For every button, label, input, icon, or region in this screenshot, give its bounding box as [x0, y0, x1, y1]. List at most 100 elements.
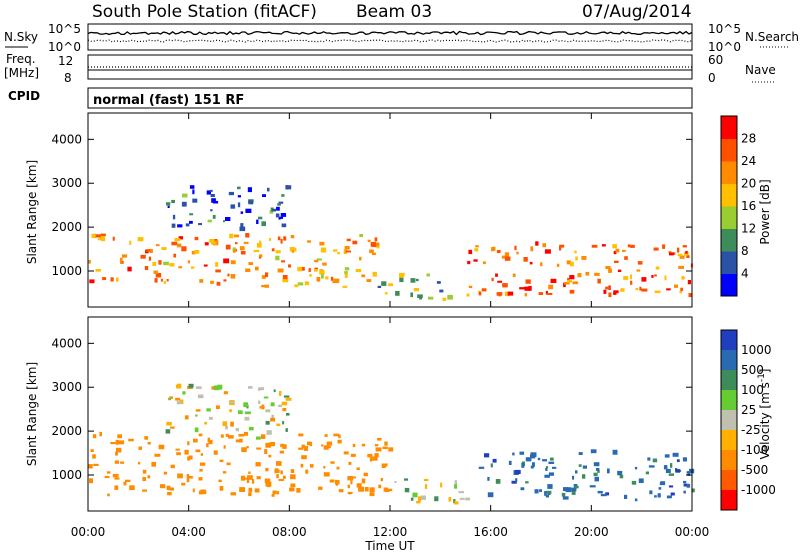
- scatter-cell: [193, 438, 198, 443]
- scatter-cell: [623, 276, 629, 280]
- scatter-cell: [114, 485, 119, 490]
- scatter-cell: [261, 221, 266, 227]
- scatter-cell: [268, 238, 272, 241]
- scatter-cell: [258, 255, 262, 259]
- scatter-cell: [540, 262, 543, 267]
- scatter-cell: [283, 395, 290, 398]
- scatter-cell: [117, 434, 122, 439]
- scatter-cell: [277, 268, 284, 273]
- scatter-cell: [566, 260, 571, 265]
- scatter-cell: [285, 428, 288, 432]
- scatter-cell: [270, 417, 276, 422]
- scatter-cell: [528, 285, 532, 291]
- scatter-cell: [590, 449, 597, 454]
- scatter-cell: [478, 466, 485, 469]
- velocity-colorbar: 1000 500 100 25 -25 -100 -500 -1000: [720, 329, 776, 511]
- scatter-cell: [571, 490, 576, 495]
- scatter-cell: [218, 479, 222, 483]
- scatter-cell: [372, 271, 377, 277]
- scatter-cell: [290, 235, 295, 239]
- scatter-cell: [636, 269, 641, 272]
- scatter-cell: [175, 448, 180, 451]
- scatter-cell: [307, 441, 312, 446]
- scatter-cell: [264, 478, 271, 483]
- scatter-cell: [187, 260, 191, 264]
- scatter-cell: [686, 484, 691, 488]
- scatter-cell: [683, 483, 689, 487]
- scatter-cell: [687, 280, 691, 285]
- scatter-cell: [129, 240, 132, 245]
- scatter-cell: [318, 486, 323, 490]
- scatter-cell: [582, 474, 586, 479]
- scatter-cell: [278, 201, 284, 204]
- scatter-cell: [112, 473, 119, 478]
- colorbar-segment: [721, 273, 737, 297]
- scatter-cell: [256, 219, 259, 224]
- scatter-cell: [344, 245, 350, 250]
- scatter-cell: [589, 485, 596, 488]
- scatter-cell: [120, 461, 125, 464]
- scatter-cell: [229, 409, 232, 413]
- scatter-cell: [223, 391, 228, 395]
- scatter-cell: [666, 495, 672, 499]
- scatter-cell: [230, 421, 234, 427]
- scatter-cell: [367, 239, 371, 242]
- scatter-cell: [248, 426, 254, 431]
- scatter-cell: [275, 213, 280, 218]
- scatter-cell: [271, 208, 276, 212]
- scatter-cell: [495, 479, 501, 484]
- scatter-cell: [244, 416, 250, 421]
- scatter-cell: [88, 260, 91, 264]
- scatter-cell: [248, 471, 251, 474]
- scatter-cell: [346, 238, 351, 242]
- scatter-cell: [184, 415, 189, 420]
- scatter-cell: [169, 263, 175, 267]
- scatter-cell: [277, 203, 281, 206]
- scatter-cell: [496, 250, 501, 254]
- scatter-cell: [343, 451, 349, 455]
- scatter-cell: [161, 247, 167, 250]
- scatter-cell: [337, 252, 340, 255]
- scatter-cell: [185, 223, 190, 227]
- scatter-cell: [454, 484, 457, 489]
- colorbar-tick-label: 16: [741, 199, 756, 213]
- colorbar-tick-label: 500: [741, 363, 764, 377]
- scatter-cell: [264, 284, 269, 288]
- scatter-cell: [127, 266, 132, 272]
- scatter-cell: [682, 245, 687, 248]
- y-tick-label: 2000: [51, 424, 82, 438]
- scatter-cell: [114, 477, 120, 480]
- scatter-cell: [565, 487, 572, 493]
- scatter-cell: [345, 250, 351, 253]
- scatter-cell: [145, 249, 151, 252]
- x-tick-label: 00:00: [675, 525, 710, 539]
- scatter-cell: [204, 242, 209, 246]
- scatter-cell: [194, 236, 199, 241]
- scatter-cell: [195, 414, 198, 417]
- scatter-cell: [507, 291, 514, 296]
- scatter-cell: [256, 242, 262, 248]
- scatter-cell: [238, 433, 245, 437]
- scatter-cell: [237, 202, 241, 208]
- scatter-cell: [115, 439, 119, 445]
- scatter-cell: [388, 283, 393, 287]
- scatter-cell: [301, 455, 307, 460]
- scatter-cell: [608, 268, 612, 273]
- cpid-text: normal (fast) 151 RF: [93, 93, 244, 108]
- scatter-cell: [634, 498, 638, 502]
- scatter-cell: [265, 467, 269, 472]
- scatter-cell: [404, 478, 408, 481]
- scatter-cell: [279, 391, 282, 396]
- scatter-cell: [417, 496, 422, 502]
- scatter-cell: [454, 480, 458, 485]
- scatter-cell: [657, 493, 661, 498]
- scatter-cell: [399, 272, 405, 277]
- scatter-cell: [348, 492, 352, 495]
- scatter-cell: [376, 245, 380, 249]
- scatter-cell: [382, 446, 388, 450]
- scatter-cell: [254, 488, 260, 493]
- scatter-cell: [593, 472, 598, 477]
- scatter-cell: [256, 476, 261, 480]
- scatter-cell: [206, 443, 209, 448]
